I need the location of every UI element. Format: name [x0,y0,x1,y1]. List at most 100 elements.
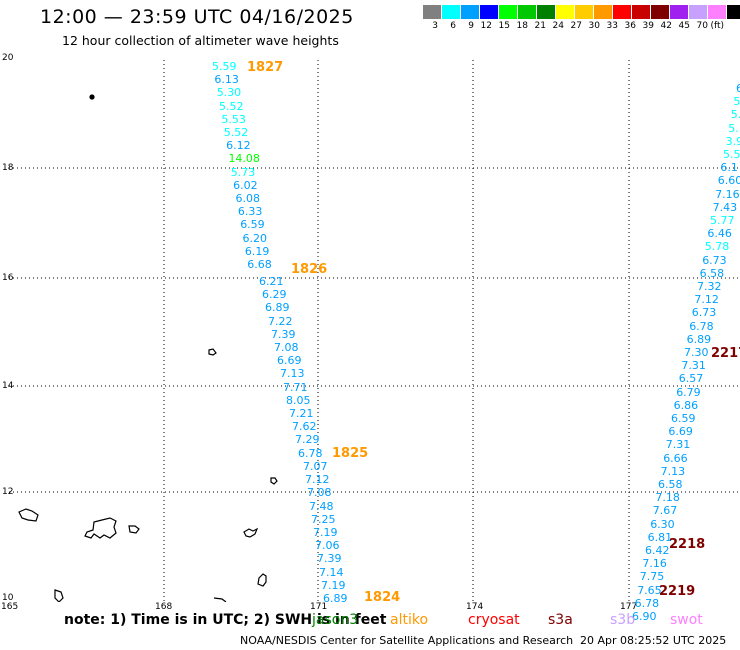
wave-height-obs: 6.69 [668,425,693,439]
mission-label: s3a [548,612,573,628]
island-d [84,517,117,539]
wave-height-obs: 6.60 [717,174,740,188]
wave-height-obs: 7.16 [642,557,667,571]
wave-height-obs: 7.48 [309,499,334,513]
lat-label: 10 [2,593,14,603]
lat-label: 14 [2,381,14,391]
lat-label: 16 [2,273,14,283]
wave-height-obs: 3.9 [725,134,740,148]
wave-height-obs: 7.14 [319,565,344,579]
wave-height-obs: 7.65 [637,583,662,597]
island-e [128,525,140,534]
wave-height-obs: 6.66 [663,451,688,465]
legend-label: (ft) [710,21,724,31]
wave-height-obs: 7.39 [271,327,296,341]
legend-swatch [727,5,740,19]
wave-height-obs: 7.62 [292,420,317,434]
island-a [208,348,217,356]
island-wake [89,94,95,100]
mission-label: jason3 [312,612,359,628]
island-h [54,589,64,602]
lat-gridlines [9,167,739,493]
wave-height-obs: 6.58 [699,266,725,280]
legend-label: 18 [516,21,528,31]
wave-height-obs: 7.19 [313,526,338,539]
wave-height-obs: 6 [736,82,740,95]
wave-height-obs: 7.32 [697,280,722,293]
legend-label: 45 [678,21,690,31]
wave-height-obs: 6.78 [689,319,714,333]
wave-height-obs: 6.90 [632,610,657,623]
map-canvas [9,60,739,602]
mission-label: altiko [390,612,429,628]
legend-swatch [632,5,651,19]
legend-swatch [461,5,480,19]
color-legend [423,5,740,21]
legend-swatch [575,5,594,19]
wave-height-obs: 5.77 [710,214,735,227]
wave-height-obs: 6.12 [226,139,251,153]
wave-height-obs: 7.31 [681,359,706,373]
wave-height-obs: 7.21 [289,407,314,420]
wave-height-obs: 7.13 [280,367,305,381]
legend-swatch [651,5,670,19]
wave-height-obs: 6.42 [645,544,670,557]
revolution-label: 2218 [669,537,706,552]
wave-height-obs: 7.71 [283,380,308,394]
wave-height-obs: 7.31 [665,438,691,452]
wave-height-obs: 6.02 [233,178,258,192]
wave-height-obs: 6.1 [720,161,738,175]
legend-swatch [556,5,575,19]
wave-height-obs: 6.73 [691,306,717,320]
footer-note: note: 1) Time is in UTC; 2) SWH is in fe… [64,612,387,628]
legend-label: 70 [696,21,708,31]
wave-height-obs: 6.29 [262,288,287,302]
legend-label: 21 [534,21,546,31]
wave-height-obs: 7.08 [274,341,299,354]
lon-label: 168 [155,602,173,612]
wave-height-obs: 5.53 [221,112,246,126]
wave-height-obs: 6.58 [658,478,683,491]
legend-swatch [689,5,708,19]
island-b [270,477,278,485]
wave-height-obs: 6.21 [259,275,284,288]
legend-swatch [613,5,632,19]
island-f [243,527,259,538]
revolution-label: 2217 [711,346,740,361]
wave-height-obs: 7.67 [652,504,678,518]
legend-swatch [537,5,556,19]
wave-height-obs: 7.07 [303,460,328,473]
wave-height-obs: 6.57 [678,372,704,386]
legend-swatch [594,5,613,19]
legend-swatch [423,5,442,19]
legend-swatch [518,5,537,19]
wave-height-obs: 7.12 [694,293,719,307]
wave-height-obs: 7.19 [321,578,346,592]
wave-height-obs: 6.59 [671,412,696,425]
wave-height-obs: 5.73 [230,165,256,179]
wave-height-obs: 6.19 [244,244,270,258]
legend-swatch [442,5,461,19]
island-i [213,597,227,602]
wave-height-obs: 7.75 [639,570,665,584]
wave-height-obs: 5.59 [212,60,237,73]
wave-height-obs: 7.08 [307,486,332,500]
wave-height-obs: 6.89 [323,592,348,605]
wave-height-obs: 7.12 [305,473,330,487]
lon-label: 165 [1,602,19,612]
mission-label: cryosat [468,612,520,628]
legend-label: 3 [432,21,438,31]
legend-label: 24 [552,21,564,31]
wave-height-obs: 6.08 [235,192,261,205]
wave-height-obs: 6.13 [214,73,239,87]
wave-height-obs: 6.68 [247,258,272,271]
wave-height-obs: 5. [730,108,740,122]
wave-height-obs: 5 [733,95,740,109]
wave-height-obs: 6.30 [650,517,675,531]
wave-height-obs: 7.22 [268,314,293,328]
wave-height-obs: 5.5 [723,148,740,161]
legend-label: 33 [606,21,618,31]
lon-label: 171 [310,602,328,612]
wave-height-obs: 7.39 [317,552,342,566]
legend-label: 42 [660,21,672,31]
